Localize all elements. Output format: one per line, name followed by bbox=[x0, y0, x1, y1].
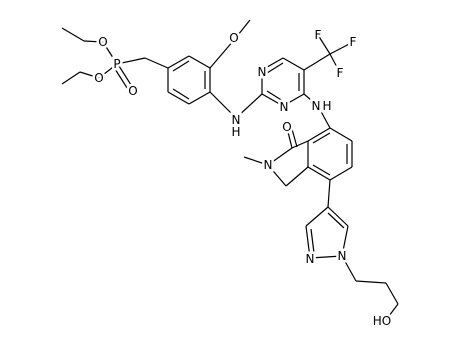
atom-label: N bbox=[312, 99, 321, 113]
atom-label: F bbox=[350, 35, 357, 49]
atom-label: O bbox=[128, 84, 137, 98]
atom-label: O bbox=[98, 35, 107, 49]
atom-labels: O O P O O N N F F F N H N H O N N N HO bbox=[92, 26, 394, 331]
atom-label: N bbox=[280, 100, 289, 114]
atom-label: H bbox=[231, 125, 240, 139]
atom-label: HO bbox=[373, 314, 391, 328]
atom-label: N bbox=[264, 158, 273, 172]
atom-label: F bbox=[315, 28, 322, 42]
atom-label: N bbox=[306, 252, 315, 266]
atom-label: N bbox=[258, 65, 267, 79]
atom-label: O bbox=[229, 31, 238, 45]
atom-label: F bbox=[337, 66, 344, 80]
atom-label: H bbox=[322, 99, 331, 113]
atom-label: N bbox=[338, 249, 347, 263]
atom-label: O bbox=[94, 71, 103, 85]
atom-label: N bbox=[232, 113, 241, 127]
bonds bbox=[61, 19, 399, 321]
atom-label: O bbox=[282, 120, 291, 134]
atom-label: P bbox=[113, 57, 120, 71]
